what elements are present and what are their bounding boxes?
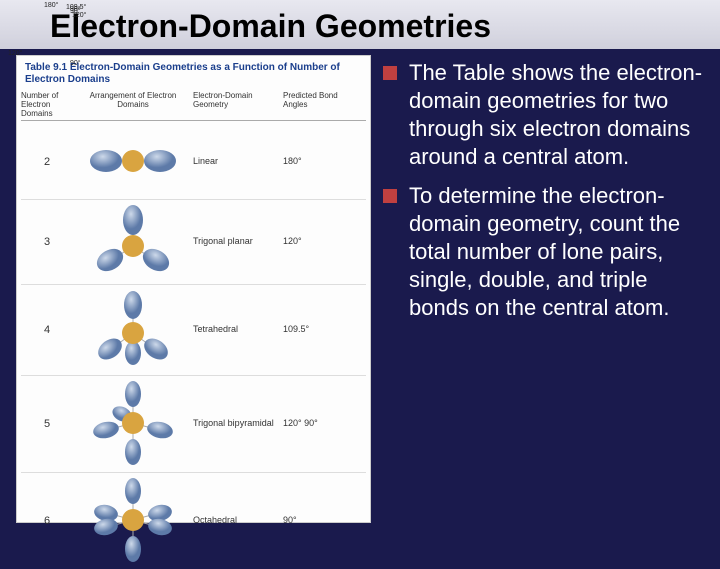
table-row: 3 120° Trigonal planar 120° (21, 200, 366, 285)
header-arrangement: Arrangement of Electron Domains (73, 92, 193, 118)
bullet-marker-icon (383, 189, 397, 203)
slide-title: Electron-Domain Geometries (0, 0, 720, 49)
molecule-icon (78, 131, 188, 191)
cell-geometry: Linear (193, 157, 283, 167)
molecule-icon (78, 477, 188, 563)
bullet-text: To determine the electron-domain geometr… (409, 182, 704, 323)
header-angles: Predicted Bond Angles (283, 92, 348, 118)
cell-angles: 90° (283, 516, 348, 526)
cell-arrangement: 120° (73, 204, 193, 281)
cell-angles: 109.5° (283, 325, 348, 335)
cell-geometry: Trigonal bipyramidal (193, 419, 283, 429)
angle-label: 90° (70, 6, 81, 14)
table-row: 4 109.5° Tetrahedral (21, 285, 366, 376)
bullet-marker-icon (383, 66, 397, 80)
bullet-item: To determine the electron-domain geometr… (383, 182, 704, 323)
cell-arrangement: 90° 120° (73, 380, 193, 469)
angle-label: 90° (70, 60, 81, 68)
cell-geometry: Tetrahedral (193, 325, 283, 335)
content-area: Table 9.1 Electron-Domain Geometries as … (0, 49, 720, 529)
table-row: 2 180° Linear 180° (21, 125, 366, 200)
cell-n: 2 (21, 156, 73, 168)
cell-n: 6 (21, 515, 73, 527)
cell-arrangement: 109.5° (73, 289, 193, 372)
molecule-icon (78, 380, 188, 466)
geometry-table: Table 9.1 Electron-Domain Geometries as … (16, 55, 371, 523)
cell-arrangement: 180° (73, 131, 193, 194)
slide: Electron-Domain Geometries Table 9.1 Ele… (0, 0, 720, 540)
table-row: 6 (21, 473, 366, 569)
cell-angles: 120° (283, 237, 348, 247)
header-domains: Number of Electron Domains (21, 92, 73, 118)
bullet-text: The Table shows the electron-domain geom… (409, 59, 704, 172)
molecule-icon (78, 289, 188, 369)
bullet-list: The Table shows the electron-domain geom… (371, 49, 720, 529)
table-row: 5 90° (21, 376, 366, 473)
cell-n: 3 (21, 236, 73, 248)
cell-angles: 120° 90° (283, 419, 348, 429)
bullet-item: The Table shows the electron-domain geom… (383, 59, 704, 172)
table-header: Number of Electron Domains Arrangement o… (21, 92, 366, 121)
cell-n: 4 (21, 324, 73, 336)
angle-label: 120° (8, 50, 22, 58)
angle-label: 180° (44, 2, 58, 10)
header-geometry: Electron-Domain Geometry (193, 92, 283, 118)
cell-n: 5 (21, 418, 73, 430)
cell-angles: 180° (283, 157, 348, 167)
cell-arrangement: 90° 90° (73, 477, 193, 566)
cell-geometry: Octahedral (193, 516, 283, 526)
molecule-icon (78, 204, 188, 278)
cell-geometry: Trigonal planar (193, 237, 283, 247)
